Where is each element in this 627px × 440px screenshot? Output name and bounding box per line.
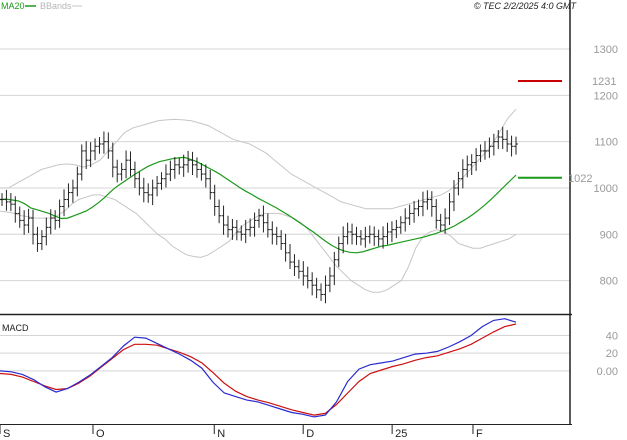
x-tick-label: O bbox=[96, 428, 105, 440]
price-bars bbox=[0, 126, 518, 304]
macd-y-tick-label: 20 bbox=[606, 348, 618, 360]
copyright-caption: © TEC 2/2/2025 4:0 GMT bbox=[474, 1, 578, 11]
resistance-label: 1231 bbox=[592, 76, 616, 88]
x-tick-label: D bbox=[306, 428, 314, 440]
macd-title: MACD bbox=[2, 323, 29, 333]
legend-bbands: BBands bbox=[40, 1, 72, 11]
signal-line bbox=[0, 323, 517, 416]
x-tick-label: N bbox=[217, 428, 225, 440]
y-tick-label: 900 bbox=[600, 229, 618, 241]
x-tick-label: 25 bbox=[395, 428, 407, 440]
bbands-lower-line bbox=[0, 194, 517, 293]
macd-y-tick-label: 0.00 bbox=[597, 366, 618, 378]
x-tick-label: F bbox=[476, 428, 483, 440]
macd-y-tick-label: 40 bbox=[606, 330, 618, 342]
y-tick-label: 800 bbox=[600, 276, 618, 288]
y-tick-label: 1300 bbox=[594, 44, 618, 56]
macd-line bbox=[0, 318, 517, 418]
y-tick-label: 1000 bbox=[594, 183, 618, 195]
y-tick-label: 1100 bbox=[594, 137, 618, 149]
ma20-line bbox=[0, 156, 517, 254]
y-tick-label: 1200 bbox=[594, 90, 618, 102]
legend-ma20: MA20 bbox=[1, 1, 25, 11]
support-label: 1022 bbox=[568, 173, 592, 185]
x-tick-label: S bbox=[3, 428, 10, 440]
